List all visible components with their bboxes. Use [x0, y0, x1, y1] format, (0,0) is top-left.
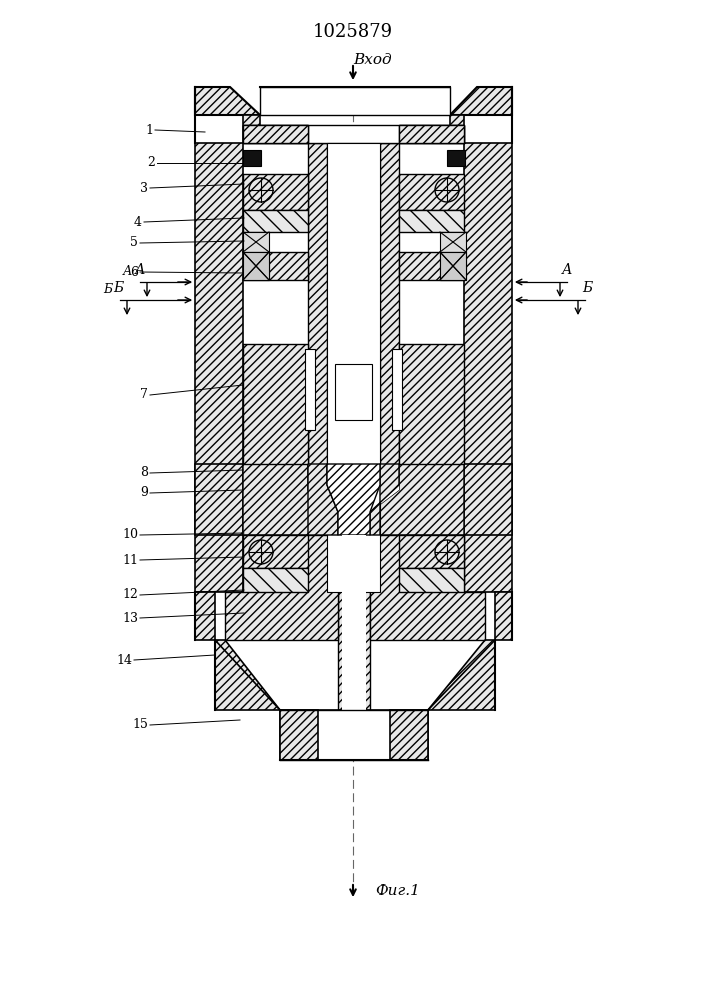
Bar: [243, 125, 308, 143]
Bar: [390, 710, 428, 760]
Bar: [243, 568, 308, 592]
Bar: [243, 174, 308, 210]
Text: Б: Б: [582, 281, 592, 295]
Text: Б: Б: [113, 281, 123, 295]
Polygon shape: [308, 464, 399, 545]
Bar: [335, 364, 372, 420]
Text: 5: 5: [130, 236, 138, 249]
Bar: [305, 349, 315, 430]
Bar: [243, 535, 308, 568]
Bar: [380, 143, 399, 592]
Bar: [338, 535, 370, 710]
Bar: [243, 344, 308, 464]
Polygon shape: [327, 464, 380, 535]
Polygon shape: [225, 535, 338, 640]
Bar: [243, 143, 464, 592]
Polygon shape: [450, 115, 464, 143]
Text: 1025879: 1025879: [313, 23, 393, 41]
Bar: [399, 125, 464, 143]
Polygon shape: [370, 464, 464, 535]
Polygon shape: [495, 592, 512, 640]
Text: 13: 13: [122, 611, 138, 624]
Text: 4: 4: [134, 216, 142, 229]
Text: А: А: [122, 265, 132, 278]
Bar: [440, 252, 466, 280]
Bar: [399, 125, 464, 143]
Polygon shape: [215, 640, 280, 710]
Bar: [440, 252, 466, 280]
Bar: [399, 344, 464, 464]
Bar: [342, 535, 366, 710]
Text: Б: Б: [103, 283, 112, 296]
Polygon shape: [195, 592, 215, 640]
Text: 3: 3: [140, 182, 148, 194]
Text: Фиг.1: Фиг.1: [375, 884, 420, 898]
Bar: [225, 592, 485, 640]
Polygon shape: [308, 464, 338, 535]
Polygon shape: [195, 464, 243, 535]
Bar: [243, 232, 269, 252]
Bar: [195, 143, 243, 592]
Text: 14: 14: [116, 654, 132, 666]
Text: 15: 15: [132, 718, 148, 732]
Bar: [308, 143, 327, 592]
Bar: [243, 252, 269, 280]
Bar: [243, 252, 308, 280]
Bar: [399, 174, 464, 210]
Text: 9: 9: [140, 487, 148, 499]
Text: А: А: [135, 263, 145, 277]
Text: 1: 1: [145, 123, 153, 136]
Bar: [464, 143, 512, 592]
Text: 11: 11: [122, 554, 138, 566]
Text: 2: 2: [147, 156, 155, 169]
Bar: [447, 150, 465, 166]
Bar: [399, 535, 464, 568]
Bar: [399, 252, 464, 280]
Polygon shape: [370, 464, 399, 535]
Text: 7: 7: [140, 388, 148, 401]
Bar: [280, 710, 318, 760]
Text: 10: 10: [122, 528, 138, 542]
Text: А: А: [562, 263, 572, 277]
Polygon shape: [450, 87, 512, 115]
Bar: [280, 710, 428, 760]
Bar: [243, 150, 261, 166]
Polygon shape: [243, 464, 338, 535]
Bar: [243, 252, 269, 280]
Polygon shape: [243, 115, 260, 143]
Bar: [243, 210, 308, 232]
Bar: [392, 349, 402, 430]
Polygon shape: [195, 87, 260, 115]
Text: 6: 6: [130, 265, 138, 278]
Polygon shape: [370, 535, 485, 640]
Polygon shape: [464, 464, 512, 535]
Bar: [327, 143, 380, 592]
Bar: [399, 210, 464, 232]
Bar: [260, 87, 450, 115]
Bar: [440, 232, 466, 252]
Bar: [399, 568, 464, 592]
Bar: [243, 125, 464, 143]
Bar: [243, 125, 308, 143]
Polygon shape: [428, 640, 495, 710]
Text: Вход: Вход: [354, 53, 392, 67]
Text: 8: 8: [140, 466, 148, 480]
Text: 12: 12: [122, 588, 138, 601]
